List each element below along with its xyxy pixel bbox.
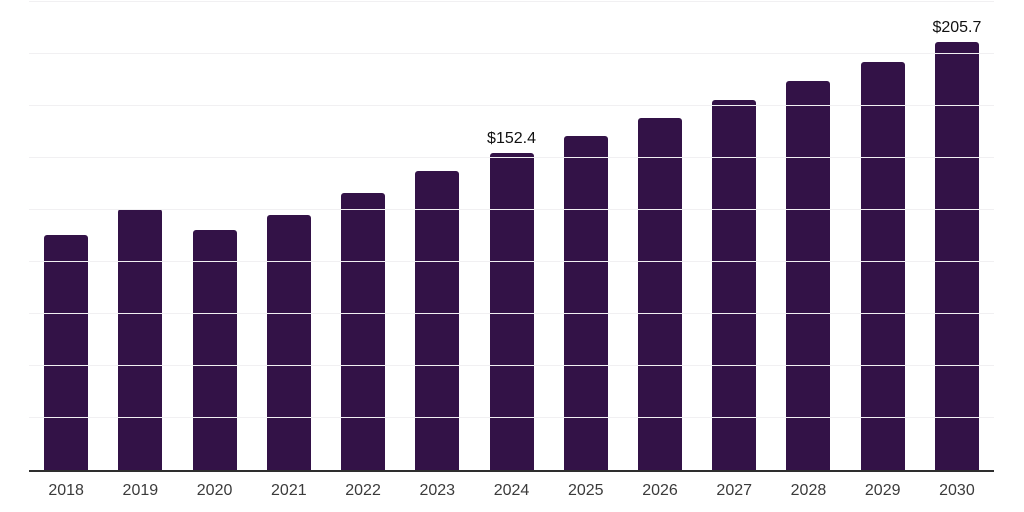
- x-tick-2018: 2018: [48, 482, 84, 499]
- gridline: [29, 365, 994, 366]
- bar-2023: [415, 170, 460, 470]
- x-tick-2019: 2019: [122, 482, 159, 499]
- bar-slot-2025: [549, 2, 623, 470]
- x-axis-labels: 2018 2019 2020 2021 2022 2023 2024 2025 2026 2027…: [29, 481, 994, 500]
- gridline: [29, 313, 994, 315]
- gridline: [29, 209, 994, 210]
- gridline: [29, 157, 994, 159]
- gridline: [29, 1, 994, 2]
- gridline: [29, 261, 994, 262]
- x-tick-2020: 2020: [196, 482, 233, 499]
- bar-slot-2029: [846, 2, 920, 470]
- x-tick-2026: 2026: [642, 482, 678, 499]
- bar-2028: [786, 81, 831, 470]
- gridline: [29, 53, 994, 54]
- bar-slot-2024: $152.4: [474, 2, 548, 470]
- x-tick-2029: 2029: [864, 482, 901, 499]
- bar-slot-2018: [29, 2, 103, 470]
- bar-slot-2030: $205.7: [920, 2, 994, 470]
- bar-slot-2022: [326, 2, 400, 470]
- x-tick-2025: 2025: [567, 482, 604, 499]
- bar-2026: [637, 118, 682, 470]
- bars-layer: $152.4 $205.7: [29, 2, 994, 470]
- bar-2021: [266, 215, 311, 470]
- x-tick-2027: 2027: [716, 482, 753, 499]
- x-tick-2030: 2030: [939, 482, 975, 499]
- bar-slot-2026: [623, 2, 697, 470]
- x-tick-2023: 2023: [419, 482, 456, 499]
- gridline: [29, 417, 994, 418]
- x-tick-2021: 2021: [271, 482, 307, 499]
- bar-slot-2023: [400, 2, 474, 470]
- bar-2024: [489, 153, 534, 470]
- bar-value-label-2024: $152.4: [487, 130, 536, 148]
- bar-slot-2020: [177, 2, 251, 470]
- bar-2019: [118, 208, 163, 470]
- bar-2029: [860, 61, 905, 470]
- bar-2020: [192, 230, 237, 470]
- bar-2022: [341, 192, 386, 470]
- bar-slot-2028: [771, 2, 845, 470]
- x-tick-2022: 2022: [345, 482, 381, 499]
- bar-2018: [44, 235, 89, 470]
- plot-area: $152.4 $205.7: [29, 1, 994, 472]
- bar-2027: [712, 100, 757, 470]
- gridline: [29, 105, 994, 106]
- bar-slot-2027: [697, 2, 771, 470]
- bar-2030: [934, 42, 979, 470]
- bar-slot-2019: [103, 2, 177, 470]
- x-tick-2028: 2028: [790, 482, 827, 499]
- bar-slot-2021: [252, 2, 326, 470]
- bar-2025: [563, 135, 608, 470]
- bar-value-label-2030: $205.7: [932, 19, 982, 37]
- x-tick-2024: 2024: [493, 482, 530, 499]
